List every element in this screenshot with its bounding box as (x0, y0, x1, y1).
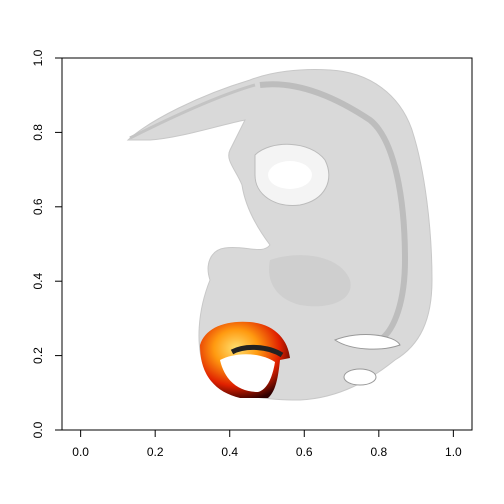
plot-frame (61, 57, 473, 431)
y-tick-label: 0.2 (31, 347, 45, 364)
x-tick-label: 0.4 (221, 445, 238, 459)
y-tick-label: 0.4 (31, 273, 45, 290)
x-tick-label: 1.0 (445, 445, 462, 459)
organ (269, 255, 351, 307)
tissue-image (126, 69, 433, 401)
heatmap-overlay (200, 321, 290, 398)
x-tick-label: 0.2 (147, 445, 164, 459)
x-tick-label: 0.8 (370, 445, 387, 459)
x-tick-label: 0.0 (72, 445, 89, 459)
x-tick-label: 0.6 (296, 445, 313, 459)
y-tick-label: 0.8 (31, 124, 45, 141)
tail-edge (129, 83, 256, 140)
spine (259, 81, 409, 343)
organ-gap (343, 368, 377, 386)
heat-void (220, 354, 275, 392)
organ-gap (268, 161, 312, 189)
y-tick-label: 0.0 (31, 421, 45, 438)
y-tick-label: 1.0 (31, 49, 45, 66)
y-tick-label: 0.6 (31, 198, 45, 215)
axes: 0.0 0.2 0.4 0.6 0.8 1.0 0.0 0.2 0.4 0.6 0.8 1.0 (31, 49, 462, 459)
organ-gap (333, 334, 401, 350)
heat-edge (230, 345, 284, 358)
